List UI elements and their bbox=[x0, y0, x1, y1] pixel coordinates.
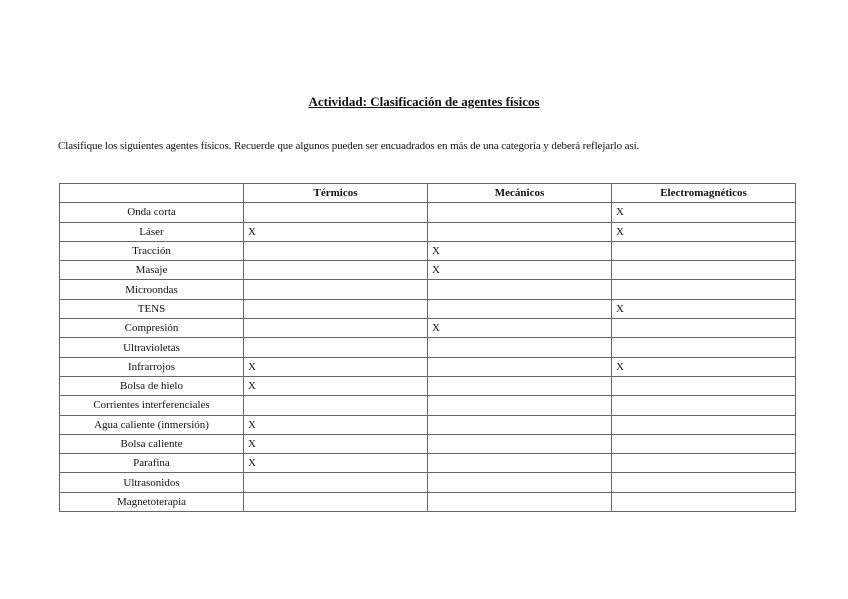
agent-name: Infrarrojos bbox=[59, 356, 244, 377]
agent-name: TENS bbox=[59, 298, 244, 320]
cell-termicos: X bbox=[243, 356, 428, 377]
cell-electromagneticos: X bbox=[611, 356, 796, 377]
table-row: Microondas bbox=[59, 279, 796, 300]
table-row: Masaje X bbox=[59, 260, 796, 281]
cell-mecanicos bbox=[427, 202, 612, 223]
table-row: Corrientes interferenciales bbox=[59, 395, 796, 416]
table-row: Parafina X bbox=[59, 453, 796, 474]
table-row: Agua caliente (inmersión) X bbox=[59, 414, 796, 435]
cell-termicos bbox=[243, 240, 428, 262]
agent-name: Compresión bbox=[59, 318, 244, 339]
cell-electromagneticos: X bbox=[611, 298, 796, 320]
header-agent bbox=[59, 182, 244, 204]
cell-mecanicos bbox=[427, 491, 612, 513]
table-row: Compresión X bbox=[59, 318, 796, 339]
table-row: Láser X X bbox=[59, 221, 796, 242]
cell-termicos: X bbox=[243, 414, 428, 435]
cell-mecanicos: X bbox=[427, 260, 612, 281]
agent-name: Tracción bbox=[59, 240, 244, 262]
cell-termicos bbox=[243, 472, 428, 493]
header-termicos: Térmicos bbox=[243, 182, 428, 204]
table-row: Magnetoterapia bbox=[59, 491, 796, 513]
cell-termicos bbox=[243, 395, 428, 416]
cell-mecanicos bbox=[427, 356, 612, 377]
cell-electromagneticos: X bbox=[611, 221, 796, 242]
table-header-row: Térmicos Mecánicos Electromagnéticos bbox=[59, 182, 796, 204]
agent-name: Parafina bbox=[59, 453, 244, 474]
cell-termicos bbox=[243, 337, 428, 358]
cell-termicos: X bbox=[243, 433, 428, 455]
agent-name: Masaje bbox=[59, 260, 244, 281]
cell-mecanicos: X bbox=[427, 240, 612, 262]
cell-electromagneticos: X bbox=[611, 202, 796, 223]
cell-termicos bbox=[243, 298, 428, 320]
agent-name: Bolsa de hielo bbox=[59, 375, 244, 397]
cell-electromagneticos bbox=[611, 318, 796, 339]
table-row: Bolsa caliente X bbox=[59, 433, 796, 455]
cell-electromagneticos bbox=[611, 491, 796, 513]
table-row: Ultravioletas bbox=[59, 337, 796, 358]
cell-electromagneticos bbox=[611, 453, 796, 474]
agent-name: Microondas bbox=[59, 279, 244, 300]
cell-electromagneticos bbox=[611, 433, 796, 455]
cell-electromagneticos bbox=[611, 240, 796, 262]
cell-electromagneticos bbox=[611, 375, 796, 397]
cell-termicos: X bbox=[243, 375, 428, 397]
cell-mecanicos bbox=[427, 395, 612, 416]
agent-name: Bolsa caliente bbox=[59, 433, 244, 455]
cell-electromagneticos bbox=[611, 337, 796, 358]
cell-electromagneticos bbox=[611, 395, 796, 416]
header-electromagneticos: Electromagnéticos bbox=[611, 182, 796, 204]
cell-electromagneticos bbox=[611, 472, 796, 493]
cell-mecanicos bbox=[427, 221, 612, 242]
cell-termicos bbox=[243, 491, 428, 513]
table-row: Onda corta X bbox=[59, 202, 796, 223]
table-row: Tracción X bbox=[59, 240, 796, 262]
classification-table: Térmicos Mecánicos Electromagnéticos Ond… bbox=[59, 182, 796, 513]
cell-mecanicos bbox=[427, 279, 612, 300]
cell-mecanicos bbox=[427, 414, 612, 435]
table-row: Infrarrojos X X bbox=[59, 356, 796, 377]
table-row: TENS X bbox=[59, 298, 796, 320]
cell-mecanicos: X bbox=[427, 318, 612, 339]
agent-name: Corrientes interferenciales bbox=[59, 395, 244, 416]
document-title: Actividad: Clasificación de agentes físi… bbox=[308, 94, 540, 109]
header-mecanicos: Mecánicos bbox=[427, 182, 612, 204]
cell-electromagneticos bbox=[611, 279, 796, 300]
table-row: Bolsa de hielo X bbox=[59, 375, 796, 397]
cell-electromagneticos bbox=[611, 260, 796, 281]
instructions-text: Clasifique los siguientes agentes físico… bbox=[58, 140, 640, 152]
cell-termicos: X bbox=[243, 453, 428, 474]
agent-name: Ultravioletas bbox=[59, 337, 244, 358]
cell-termicos bbox=[243, 279, 428, 300]
cell-termicos: X bbox=[243, 221, 428, 242]
cell-mecanicos bbox=[427, 298, 612, 320]
table-row: Ultrasonidos bbox=[59, 472, 796, 493]
agent-name: Magnetoterapia bbox=[59, 491, 244, 513]
agent-name: Onda corta bbox=[59, 202, 244, 223]
cell-mecanicos bbox=[427, 472, 612, 493]
cell-termicos bbox=[243, 202, 428, 223]
agent-name: Ultrasonidos bbox=[59, 472, 244, 493]
cell-electromagneticos bbox=[611, 414, 796, 435]
agent-name: Láser bbox=[59, 221, 244, 242]
cell-mecanicos bbox=[427, 375, 612, 397]
agent-name: Agua caliente (inmersión) bbox=[59, 414, 244, 435]
cell-mecanicos bbox=[427, 433, 612, 455]
cell-termicos bbox=[243, 318, 428, 339]
cell-mecanicos bbox=[427, 337, 612, 358]
cell-termicos bbox=[243, 260, 428, 281]
cell-mecanicos bbox=[427, 453, 612, 474]
